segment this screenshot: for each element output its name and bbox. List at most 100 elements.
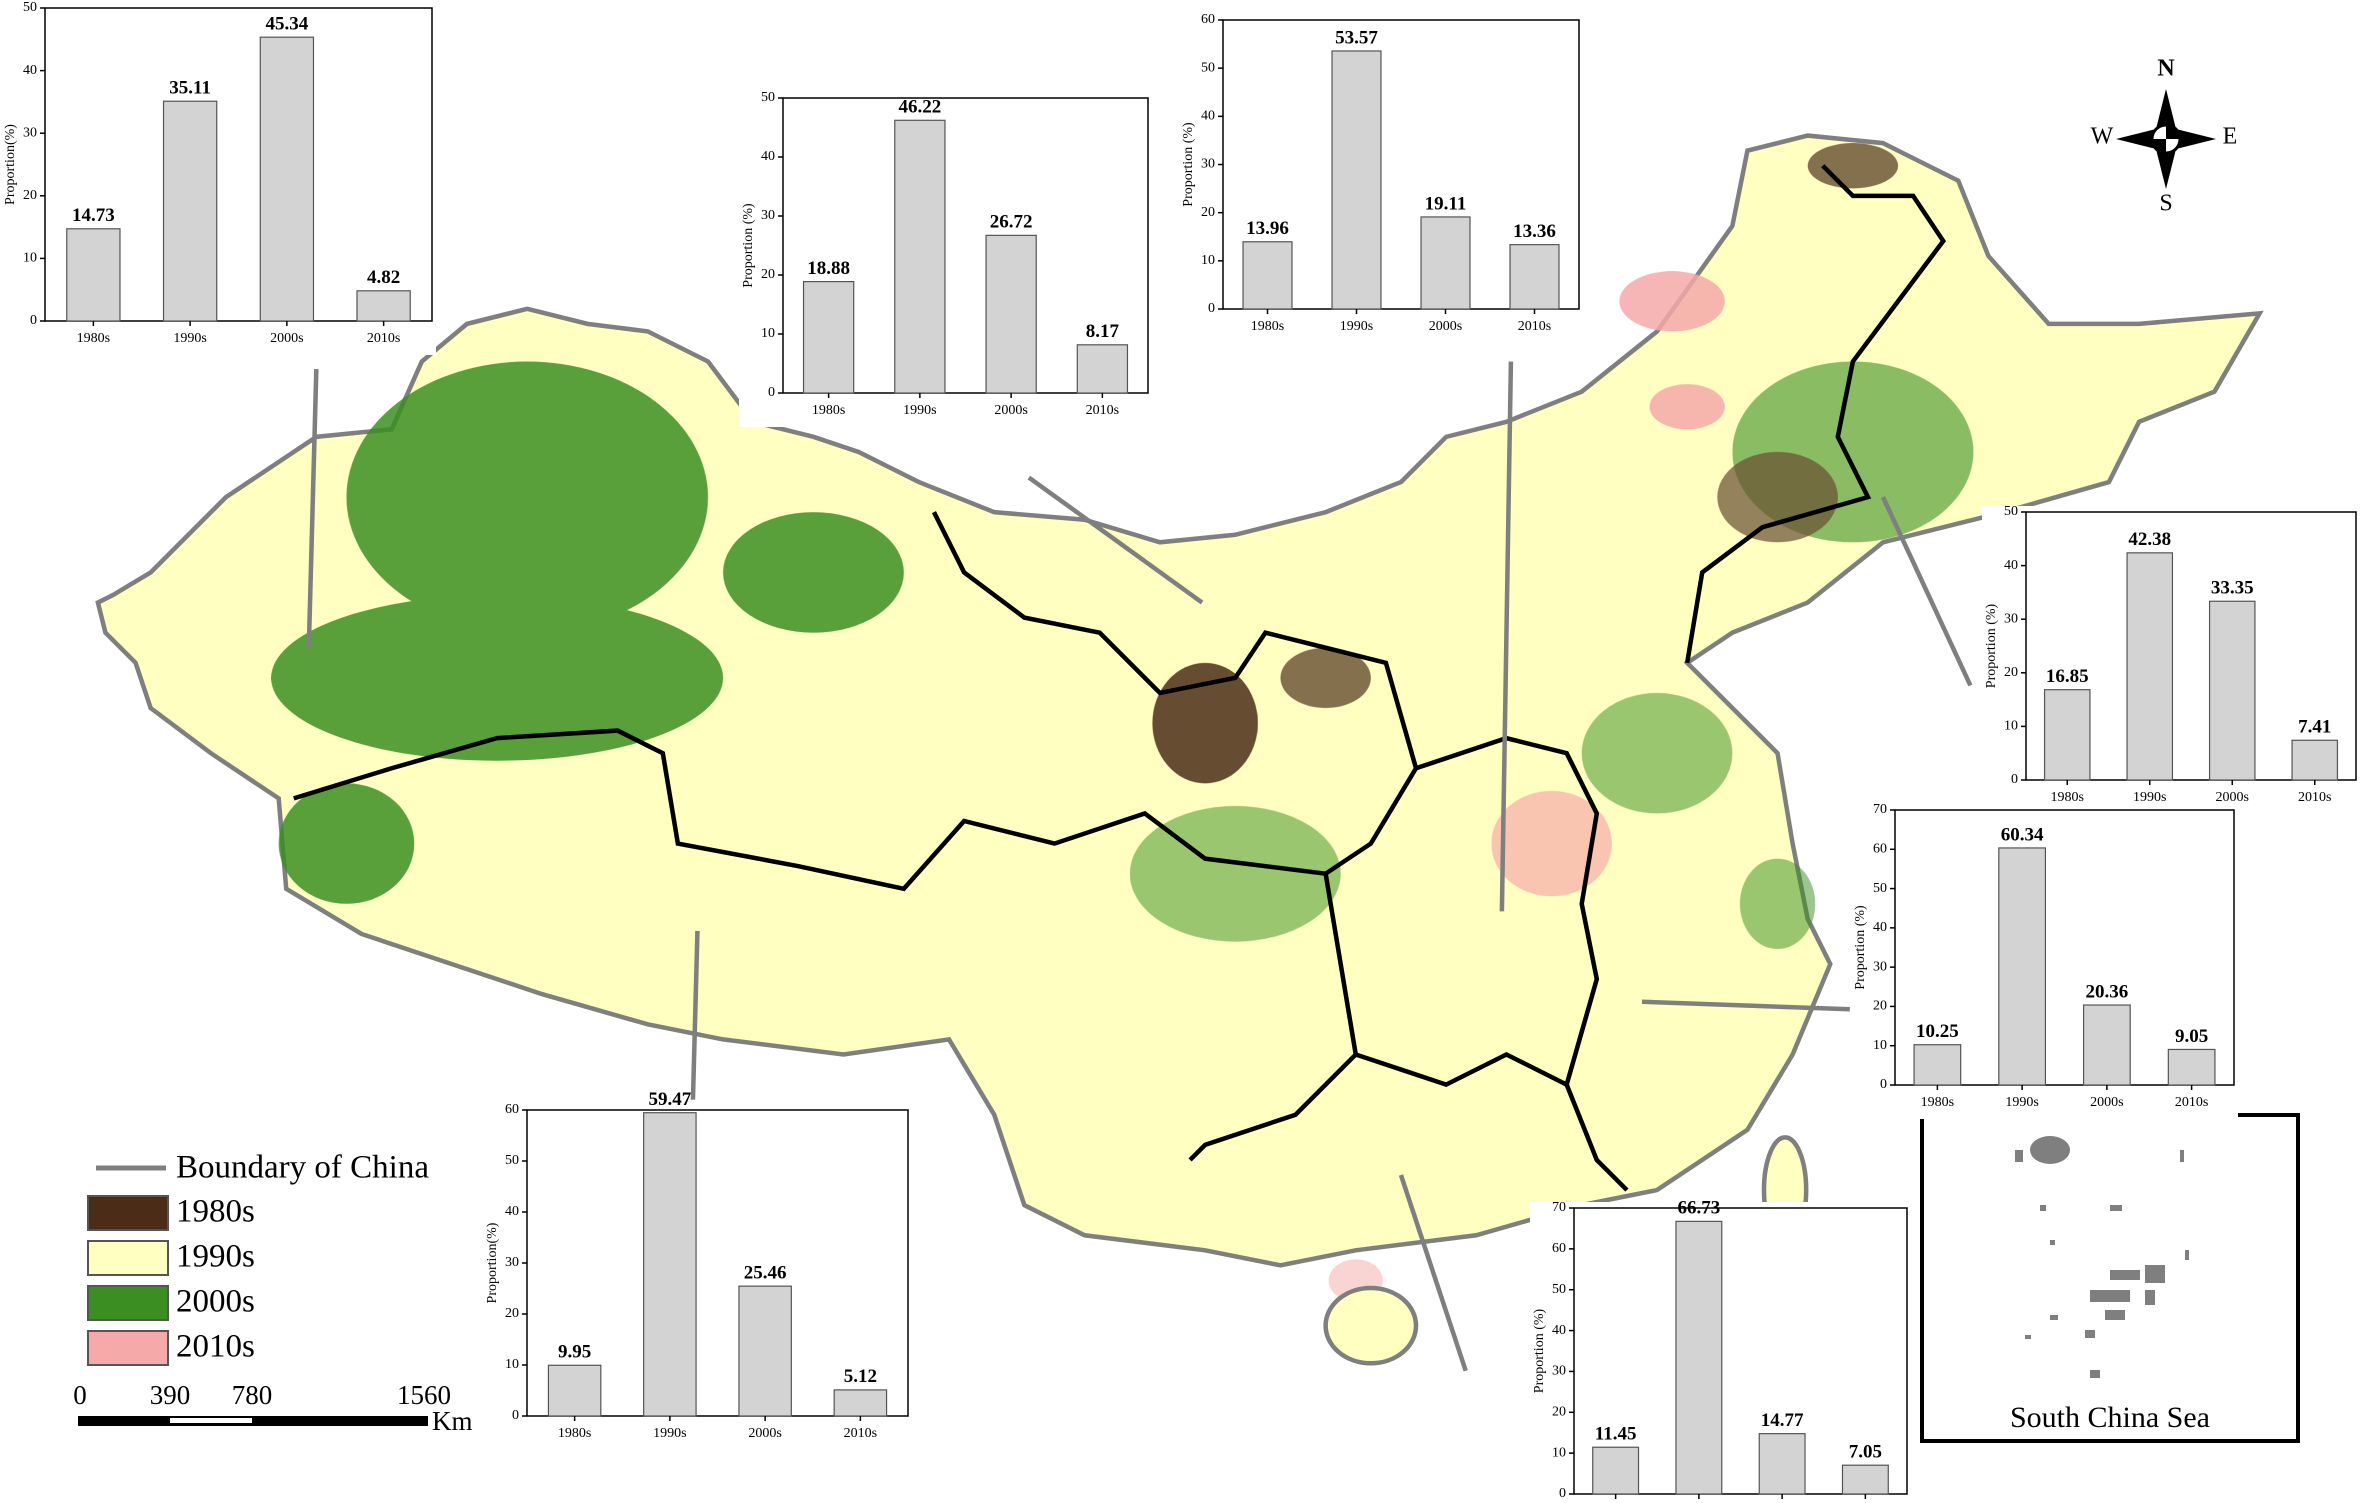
legend-swatch <box>87 1240 169 1276</box>
y-tick-label: 30 <box>1552 1364 1566 1379</box>
bar <box>2082 1004 2131 1086</box>
bar <box>1758 1433 1806 1495</box>
bar-value-label: 14.73 <box>72 205 115 226</box>
bar-chart: 0 10 20 30 40 50 60 Proportion (%) 13.96 1980s 53.… <box>1179 12 1583 343</box>
scale-bar: 0 390 780 1560 Km <box>73 1380 472 1436</box>
x-tick-label: 2000s <box>2216 790 2249 805</box>
y-tick-label: 40 <box>1552 1323 1566 1338</box>
x-tick-label: 2000s <box>2090 1095 2123 1110</box>
x-tick-label: 2010s <box>2298 790 2331 805</box>
y-tick-label: 20 <box>2004 665 2018 680</box>
legend-swatch <box>87 1285 169 1321</box>
bar-value-label: 19.11 <box>1425 193 1467 214</box>
x-tick-label: 1980s <box>1251 319 1284 334</box>
plot-frame <box>44 7 433 322</box>
bar-value-label: 45.34 <box>266 14 309 35</box>
y-tick-label: 50 <box>505 1153 519 1168</box>
x-tick-label: 1980s <box>1921 1095 1954 1110</box>
inset-title: South China Sea <box>2010 1401 2210 1434</box>
scale-unit: Km <box>432 1406 473 1436</box>
y-axis-label: Proportion (%) <box>1853 905 1868 990</box>
y-tick-label: 50 <box>1552 1282 1566 1297</box>
y-tick-label: 40 <box>761 149 775 164</box>
y-axis-label: Proportion (%) <box>1532 1308 1547 1393</box>
y-tick-label: 10 <box>505 1357 519 1372</box>
compass-w: W <box>2091 124 2114 150</box>
y-tick-label: 10 <box>761 326 775 341</box>
x-tick-label: 1980s <box>812 403 845 418</box>
legend: Boundary of China 1980s 1990s 2000s 2010s <box>87 1150 429 1366</box>
bar <box>1913 1044 1962 1086</box>
y-tick-label: 10 <box>2004 719 2018 734</box>
bar-value-label: 7.05 <box>1849 1442 1882 1463</box>
bar-value-label: 59.47 <box>649 1089 692 1110</box>
y-tick-label: 0 <box>512 1408 519 1423</box>
legend-label: 2000s <box>176 1284 255 1320</box>
y-axis-label: Proportion(%) <box>485 1222 500 1303</box>
y-tick-label: 30 <box>1873 959 1887 974</box>
legend-swatch <box>87 1330 169 1366</box>
bar <box>802 281 855 394</box>
legend-swatch <box>87 1195 169 1231</box>
y-tick-label: 40 <box>505 1204 519 1219</box>
y-tick-label: 40 <box>23 63 37 78</box>
bar <box>356 290 411 322</box>
bar-value-label: 66.73 <box>1678 1198 1721 1219</box>
bar-chart: 0 10 20 30 40 50 Proportion (%) 18.88 1980s 46.22… <box>739 90 1152 427</box>
bar <box>738 1285 792 1417</box>
bar-chart: 0 10 20 30 40 50 Proportion(%) 14.73 1980s 35.11 1… <box>1 0 436 355</box>
y-tick-label: 40 <box>1873 920 1887 935</box>
bar <box>1331 50 1382 310</box>
y-tick-label: 10 <box>1201 253 1215 268</box>
y-tick-label: 10 <box>23 251 37 266</box>
x-tick-label: 1990s <box>2005 1095 2038 1110</box>
bar <box>1242 241 1293 310</box>
bar-value-label: 8.17 <box>1086 321 1120 342</box>
bar-value-label: 7.41 <box>2298 717 2331 738</box>
x-tick-label: 2010s <box>1518 319 1551 334</box>
y-axis-label: Proportion (%) <box>741 203 756 288</box>
y-tick-label: 50 <box>23 0 37 15</box>
bar <box>2126 552 2174 781</box>
bar <box>643 1112 697 1417</box>
scale-label: 0 <box>73 1380 87 1410</box>
scale-label: 1560 <box>397 1380 451 1410</box>
bar <box>66 228 121 322</box>
x-tick-label: 1990s <box>173 331 206 346</box>
y-tick-label: 50 <box>2004 504 2018 519</box>
y-tick-label: 60 <box>1873 842 1887 857</box>
bar-value-label: 42.38 <box>2128 529 2171 550</box>
x-tick-label: 1980s <box>77 331 110 346</box>
compass-n: N <box>2157 56 2175 82</box>
y-axis-label: Proportion (%) <box>1181 122 1196 207</box>
compass-s: S <box>2159 191 2172 217</box>
y-tick-label: 20 <box>505 1306 519 1321</box>
plot-frame <box>1573 1207 1908 1495</box>
y-tick-label: 20 <box>1552 1405 1566 1420</box>
x-tick-label: 2000s <box>994 403 1027 418</box>
bar-value-label: 9.05 <box>2175 1026 2208 1047</box>
x-tick-label: 2010s <box>367 331 400 346</box>
x-tick-label: 2000s <box>1429 319 1462 334</box>
y-tick-label: 30 <box>761 208 775 223</box>
land-cover-patches <box>271 143 1974 1302</box>
inset-map: South China Sea <box>1920 1113 2300 1443</box>
legend-label: Boundary of China <box>176 1150 429 1186</box>
bar-value-label: 13.96 <box>1246 218 1289 239</box>
bar-value-label: 4.82 <box>367 267 400 288</box>
x-tick-label: 1990s <box>653 1426 686 1441</box>
y-tick-label: 20 <box>761 267 775 282</box>
bar <box>2291 739 2339 781</box>
legend-label: 2010s <box>176 1329 255 1365</box>
bar <box>547 1364 602 1417</box>
y-tick-label: 0 <box>30 313 37 328</box>
bar <box>162 100 218 322</box>
bar <box>2208 600 2256 781</box>
x-tick-label: 1990s <box>2133 790 2166 805</box>
scale-label: 780 <box>232 1380 273 1410</box>
legend-label: 1980s <box>176 1194 255 1230</box>
bar-value-label: 9.95 <box>558 1342 591 1363</box>
bar-value-label: 46.22 <box>899 97 942 118</box>
bar <box>1509 244 1560 310</box>
bar <box>2167 1048 2216 1086</box>
